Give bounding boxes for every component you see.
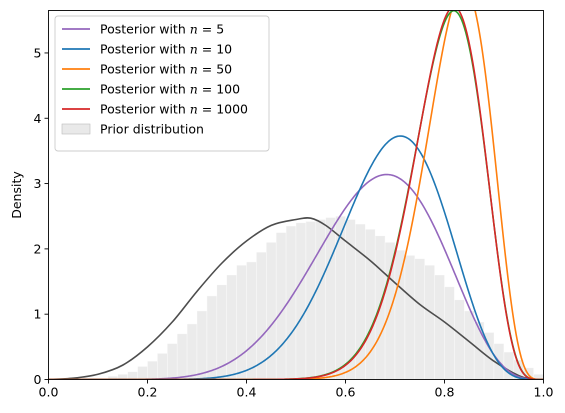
legend-label: Posterior with n = 50 <box>100 62 232 77</box>
y-tick-label: 0 <box>34 372 42 387</box>
prior-kde-line <box>48 217 534 380</box>
x-tick-label: 0.0 <box>39 385 59 400</box>
legend-swatch-prior <box>61 123 91 135</box>
prior-histogram-bar <box>325 217 336 380</box>
plot-area <box>48 10 544 380</box>
prior-histogram-bar <box>127 371 138 380</box>
y-axis-label: Density <box>9 171 24 219</box>
y-tick-label: 1 <box>34 307 42 322</box>
x-tick-label: 1.0 <box>534 385 554 400</box>
prior-histogram-bar <box>414 258 425 380</box>
x-tick-label: 0.2 <box>138 385 158 400</box>
prior-histogram-bar <box>434 274 445 380</box>
prior-histogram-bar <box>355 223 366 380</box>
legend-label: Posterior with n = 10 <box>100 42 232 57</box>
y-tick-label: 3 <box>34 176 42 191</box>
legend-label-prior: Prior distribution <box>100 122 204 137</box>
y-tick-label: 5 <box>34 45 42 60</box>
legend-label: Posterior with n = 100 <box>100 82 240 97</box>
prior-histogram-bar <box>176 333 188 380</box>
prior-histogram-bar <box>246 261 257 380</box>
axis-ticks: 0.0 0.2 0.4 0.6 0.8 1.0 0 1 2 3 4 5 <box>34 45 554 399</box>
y-tick-label: 4 <box>34 111 42 126</box>
legend: Posterior with n = 5 Posterior with n = 1… <box>54 15 270 152</box>
series-line <box>48 10 544 380</box>
prior-histogram-bar <box>444 286 455 380</box>
x-tick-label: 0.4 <box>237 385 257 400</box>
prior-histogram-bar <box>295 222 307 380</box>
legend-frame <box>54 15 270 152</box>
prior-histogram-bar <box>454 299 465 380</box>
prior-histogram-bar <box>404 255 416 380</box>
prior-histogram-bar <box>394 249 406 380</box>
prior-histogram-bar <box>157 353 168 380</box>
prior-histogram-bar <box>167 343 178 380</box>
x-tick-label: 0.8 <box>435 385 455 400</box>
y-tick-label: 2 <box>34 241 42 256</box>
x-tick-label: 0.6 <box>336 385 356 400</box>
prior-histogram-bar <box>424 264 435 380</box>
prior-histogram-bar <box>236 264 247 380</box>
axes-frame <box>48 10 544 380</box>
legend-label: Posterior with n = 1000 <box>100 102 248 117</box>
prior-histogram-bar <box>206 295 218 380</box>
prior-histogram-bar <box>186 323 198 380</box>
prior-histogram-bar <box>196 310 208 380</box>
legend-label: Posterior with n = 5 <box>100 22 224 37</box>
prior-histogram-bar <box>137 366 148 380</box>
prior-histogram-bar <box>147 360 158 380</box>
series-line <box>48 135 544 380</box>
